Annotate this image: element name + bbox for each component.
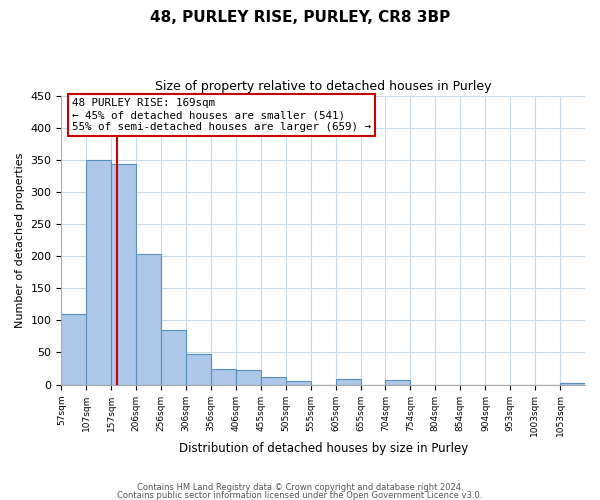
Bar	[336, 380, 361, 384]
Text: 48 PURLEY RISE: 169sqm
← 45% of detached houses are smaller (541)
55% of semi-de: 48 PURLEY RISE: 169sqm ← 45% of detached…	[72, 98, 371, 132]
Bar	[136, 254, 161, 384]
Text: 48, PURLEY RISE, PURLEY, CR8 3BP: 48, PURLEY RISE, PURLEY, CR8 3BP	[150, 10, 450, 25]
Bar	[86, 160, 112, 384]
Bar	[186, 354, 211, 384]
Text: Contains HM Land Registry data © Crown copyright and database right 2024.: Contains HM Land Registry data © Crown c…	[137, 484, 463, 492]
Bar	[385, 380, 410, 384]
Bar	[112, 164, 136, 384]
Bar	[211, 368, 236, 384]
X-axis label: Distribution of detached houses by size in Purley: Distribution of detached houses by size …	[179, 442, 468, 455]
Bar	[560, 382, 585, 384]
Bar	[236, 370, 260, 384]
Bar	[260, 377, 286, 384]
Bar	[161, 330, 186, 384]
Title: Size of property relative to detached houses in Purley: Size of property relative to detached ho…	[155, 80, 491, 93]
Text: Contains public sector information licensed under the Open Government Licence v3: Contains public sector information licen…	[118, 490, 482, 500]
Y-axis label: Number of detached properties: Number of detached properties	[15, 152, 25, 328]
Bar	[286, 380, 311, 384]
Bar	[61, 314, 86, 384]
